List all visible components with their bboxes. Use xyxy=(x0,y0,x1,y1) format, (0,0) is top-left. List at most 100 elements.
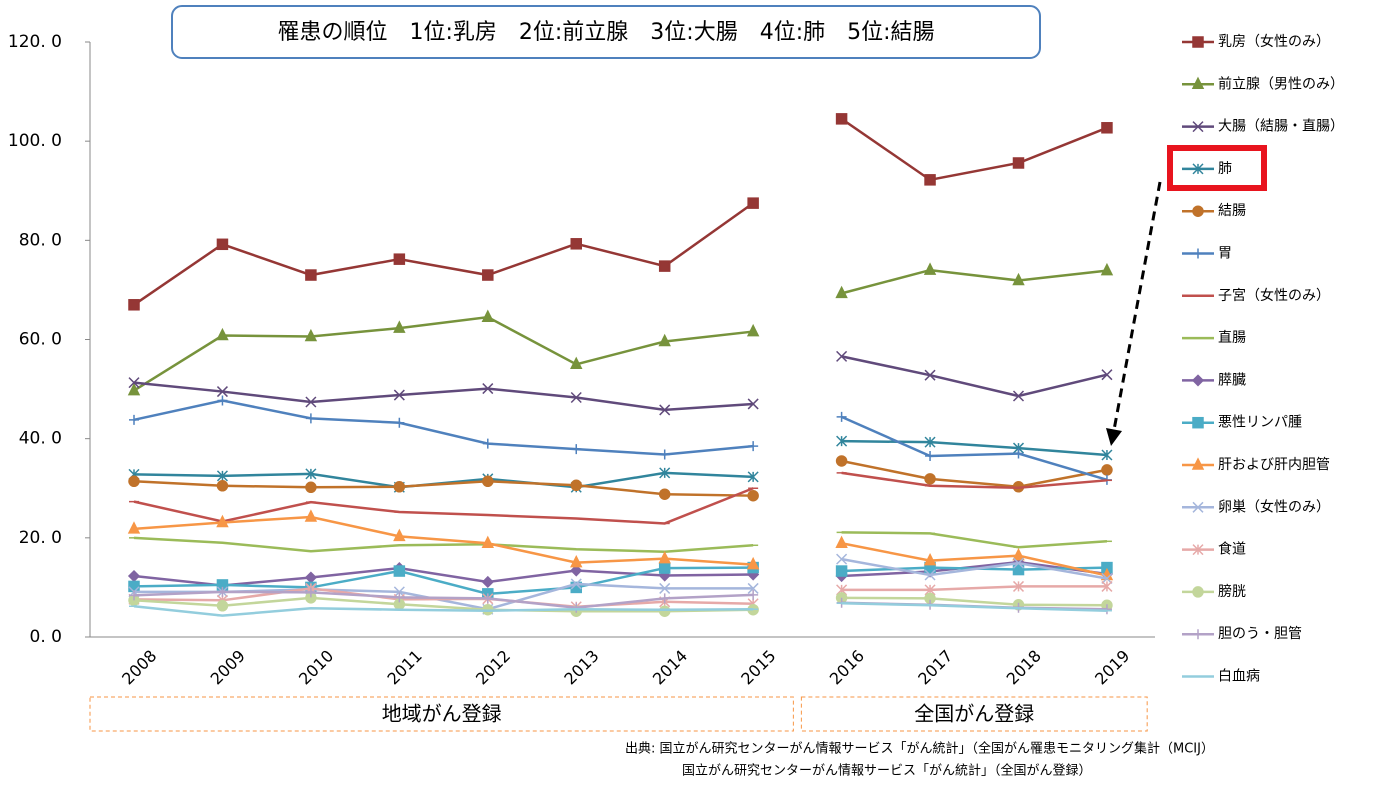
point xyxy=(570,564,583,577)
point xyxy=(216,327,229,341)
point xyxy=(1101,122,1113,134)
point xyxy=(393,565,406,577)
point xyxy=(128,580,140,593)
legend-label: 卵巣（女性のみ） xyxy=(1218,498,1330,515)
y-tick-label: 20. 0 xyxy=(19,528,62,548)
legend-label: 膵臓 xyxy=(1218,372,1246,388)
point xyxy=(482,475,494,488)
series-line xyxy=(841,355,1108,398)
point xyxy=(924,569,936,581)
point xyxy=(747,197,759,209)
title-box xyxy=(171,5,1041,59)
point xyxy=(1101,464,1113,476)
point xyxy=(129,590,139,601)
y-tick-label: 80. 0 xyxy=(19,230,62,250)
point xyxy=(216,514,229,528)
legend-label: 白血病 xyxy=(1218,669,1260,685)
point xyxy=(304,509,318,522)
point xyxy=(924,369,936,381)
point xyxy=(1012,557,1025,569)
point xyxy=(747,398,759,410)
point xyxy=(1013,448,1024,459)
point xyxy=(482,383,494,395)
point xyxy=(658,562,671,574)
series-line xyxy=(133,515,754,566)
legend-label: 直腸 xyxy=(1218,329,1246,346)
point xyxy=(216,238,229,251)
series-line xyxy=(133,566,754,596)
y-tick-label: 120. 0 xyxy=(8,32,62,52)
legend-marker xyxy=(1192,121,1204,133)
source: 国立がん研究センターがん情報サービス「がん統計」（全国がん登録） xyxy=(682,763,1092,779)
series-line xyxy=(133,590,754,610)
legend-marker xyxy=(1191,76,1205,90)
point xyxy=(571,444,582,455)
point xyxy=(1101,580,1113,592)
point xyxy=(570,238,582,250)
legend-marker xyxy=(1192,205,1204,217)
legend-label: 悪性リンパ腫 xyxy=(1218,415,1302,431)
point xyxy=(570,391,582,404)
point xyxy=(659,593,670,604)
series-line xyxy=(841,602,1107,612)
point xyxy=(127,382,141,396)
point xyxy=(305,587,316,598)
point xyxy=(393,389,405,401)
point xyxy=(216,386,228,398)
point xyxy=(1101,572,1113,585)
point xyxy=(394,417,405,428)
series-line xyxy=(841,585,1107,592)
x-tick-label: 2019 xyxy=(1091,646,1133,688)
legend-marker xyxy=(1192,416,1204,429)
series-line xyxy=(133,596,754,613)
point xyxy=(747,489,759,502)
legend-label: 肺 xyxy=(1218,161,1232,177)
series-line xyxy=(841,415,1108,482)
legend-label: 大腸（結腸・直腸） xyxy=(1218,118,1344,135)
legend-label: 乳房（女性のみ） xyxy=(1218,33,1330,50)
point xyxy=(305,269,317,281)
source: 出典: 国立がん研究センターがん情報サービス「がん統計」（全国がん罹患モニタリン… xyxy=(625,741,1214,757)
point xyxy=(1012,272,1025,286)
chart-title: 罹患の順位 1位:乳房 2位:前立腺 3位:大腸 4位:肺 5位:結腸 xyxy=(277,20,934,45)
series-line xyxy=(133,480,754,497)
point xyxy=(1012,390,1025,402)
point xyxy=(482,438,493,449)
x-tick-label: 2017 xyxy=(914,646,956,688)
legend-marker xyxy=(1192,586,1204,598)
point xyxy=(835,113,848,125)
highlight-box xyxy=(1167,145,1267,191)
point xyxy=(836,411,847,422)
point xyxy=(305,468,317,480)
legend-label: 膀胱 xyxy=(1218,583,1246,600)
legend-marker xyxy=(1192,501,1204,513)
legend-label: 胃 xyxy=(1218,246,1232,262)
point xyxy=(127,521,141,534)
point xyxy=(393,481,406,493)
y-tick-label: 100. 0 xyxy=(8,131,62,151)
point xyxy=(393,320,406,333)
point xyxy=(746,323,760,337)
point xyxy=(481,535,495,549)
point xyxy=(216,470,228,482)
x-tick-label: 2012 xyxy=(472,646,514,688)
point xyxy=(746,556,760,570)
y-tick-label: 0. 0 xyxy=(30,627,62,647)
legend-label: 食道 xyxy=(1218,541,1246,558)
point xyxy=(394,592,405,603)
point xyxy=(127,569,141,583)
y-tick-label: 40. 0 xyxy=(19,429,62,449)
legend-marker xyxy=(1191,374,1205,387)
group-label: 地域がん登録 xyxy=(382,702,502,726)
x-tick-label: 2008 xyxy=(118,646,160,688)
point xyxy=(658,488,671,500)
legend-label: 肝および肝内胆管 xyxy=(1218,457,1330,473)
series-line xyxy=(133,399,754,456)
point xyxy=(836,350,848,362)
point xyxy=(748,589,759,600)
legend-marker xyxy=(1192,544,1204,556)
point xyxy=(304,571,317,584)
point xyxy=(128,475,140,488)
point xyxy=(481,575,494,589)
legend-label: 胆のう・胆管 xyxy=(1218,626,1302,642)
